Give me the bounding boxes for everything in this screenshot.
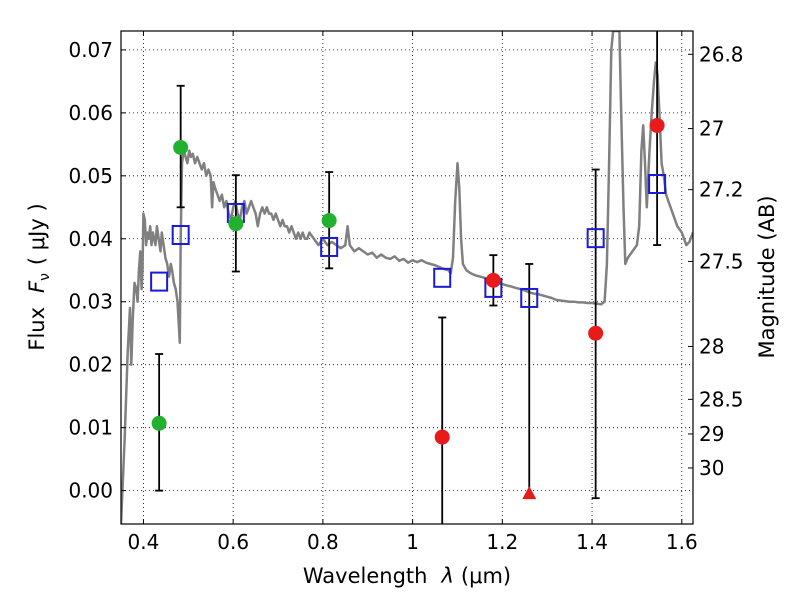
observed-red-point (485, 272, 501, 288)
x-tick-label: 1.2 (486, 530, 518, 554)
plot-frame (120, 30, 694, 525)
y-tick-label: 0.01 (68, 416, 113, 440)
y-tick-label: 0.03 (68, 290, 113, 314)
right-tick-label: 30 (699, 456, 724, 480)
right-tick-label: 27 (699, 117, 724, 141)
model-point (433, 267, 452, 288)
x-axis-label-unit: (μm) (461, 564, 511, 588)
model-point (150, 271, 169, 292)
x-tick-label: 0.8 (307, 530, 339, 554)
y-tick-label: 0.04 (68, 227, 113, 251)
model-point (648, 174, 667, 194)
tick-group: 0.4 0.6 0.8 1 1.2 1.4 1.6 0.00 0.01 0.02 0.03 0.04 0… (68, 31, 744, 554)
y-tick-label: 0.06 (68, 101, 113, 125)
grid (121, 31, 693, 524)
observed-red-upper-limit (522, 486, 537, 500)
y-axis-label-unit: ( μJy ) (25, 203, 49, 265)
x-axis-label: Wavelength λ (μm) (303, 564, 511, 588)
y-axis-label-text: Flux (25, 307, 49, 351)
observed-green-point (151, 415, 167, 431)
x-tick-label: 1.4 (576, 530, 608, 554)
x-tick-label: 1 (406, 530, 419, 554)
observed-red-point (588, 325, 604, 341)
y-tick-label: 0.00 (68, 479, 113, 503)
x-axis-label-text: Wavelength (303, 564, 428, 588)
y-tick-label: 0.02 (68, 353, 113, 377)
right-axis-label: Magnitude (AB) (755, 195, 779, 358)
x-tick-label: 0.6 (217, 530, 249, 554)
observed-green-point (228, 216, 244, 232)
model-point (320, 236, 339, 257)
model-point (520, 287, 539, 308)
observed-red-point (649, 117, 665, 133)
model-point (171, 225, 190, 245)
y-tick-label: 0.05 (68, 164, 113, 188)
x-tick-label: 1.6 (666, 530, 698, 554)
observed-red-point (434, 429, 450, 445)
x-axis-label-symbol: λ (440, 564, 453, 588)
right-tick-label: 26.8 (699, 42, 744, 66)
right-tick-label: 27.2 (699, 178, 744, 202)
y-axis-label-subscript: ν (37, 273, 53, 281)
observed-green-point (321, 213, 337, 229)
right-tick-label: 28 (699, 334, 724, 358)
right-tick-label: 29 (699, 422, 724, 446)
right-tick-label: 28.5 (699, 387, 744, 411)
x-tick-label: 0.4 (128, 530, 160, 554)
y-tick-label: 0.07 (68, 38, 113, 62)
marker-group (150, 117, 667, 500)
observed-green-point (173, 139, 189, 155)
y-axis-label-symbol: F (25, 280, 49, 293)
right-tick-label: 27.5 (699, 249, 744, 273)
model-point (586, 228, 605, 249)
y-axis-label: Flux Fν ( μJy ) (25, 203, 53, 350)
